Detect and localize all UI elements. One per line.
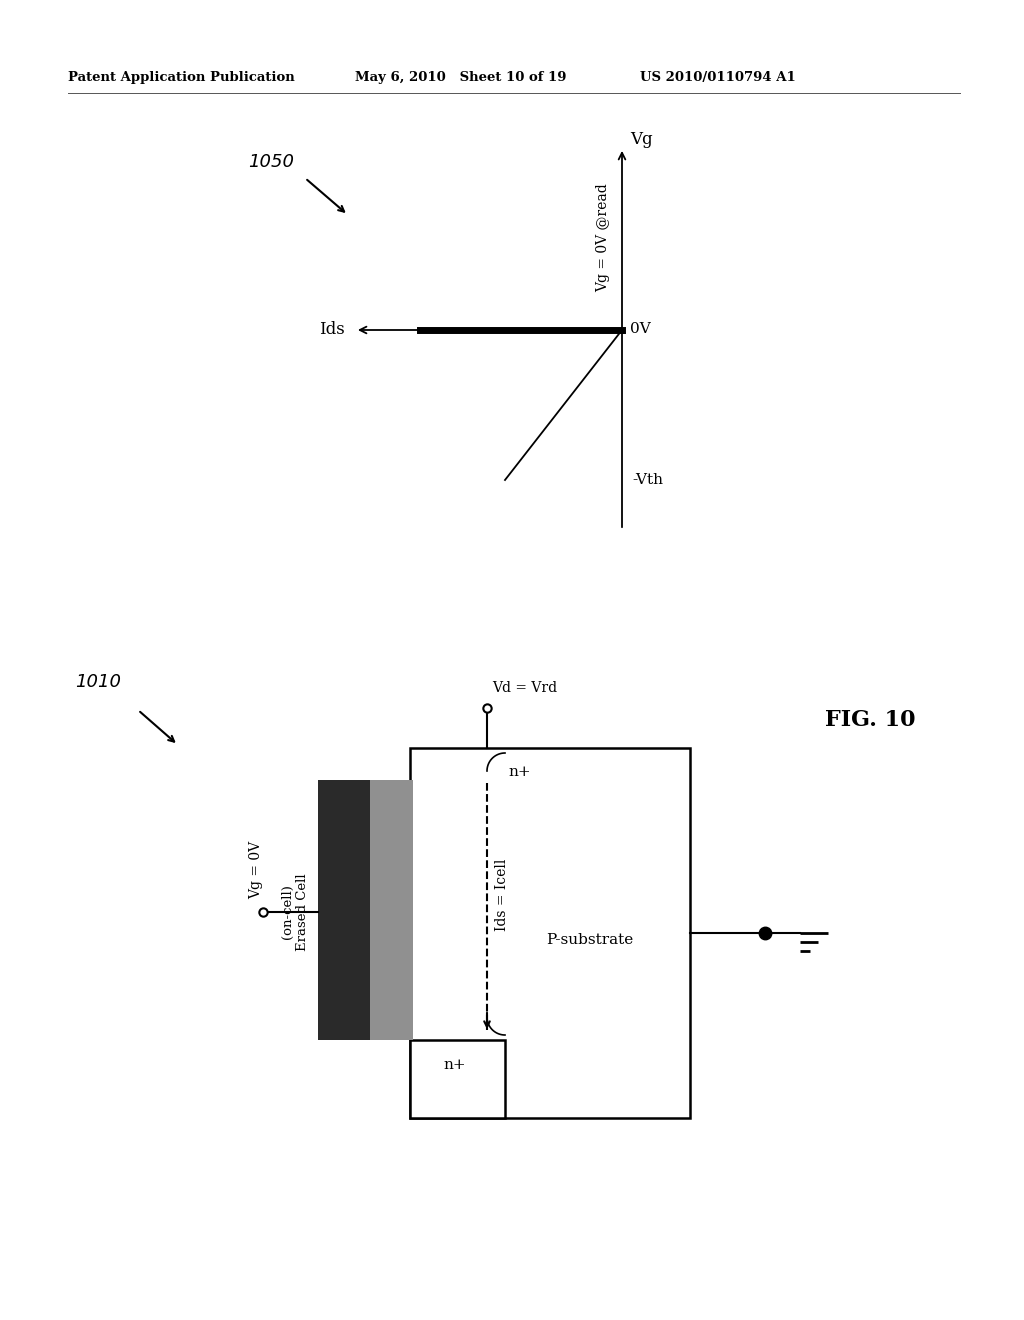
Text: Vg: Vg (630, 132, 652, 149)
Text: P-substrate: P-substrate (547, 933, 634, 946)
Text: Ids = Icell: Ids = Icell (495, 859, 509, 931)
Text: Vg = 0V @read: Vg = 0V @read (596, 183, 610, 292)
Text: Patent Application Publication: Patent Application Publication (68, 71, 295, 84)
Bar (410, 748, 690, 1118)
Text: Ids: Ids (319, 322, 345, 338)
Text: Erased Cell: Erased Cell (296, 874, 308, 950)
Text: n+: n+ (508, 766, 530, 779)
Bar (370, 780, 413, 1040)
Text: 0V: 0V (630, 322, 650, 337)
Text: n+: n+ (443, 1059, 466, 1072)
Text: 1050: 1050 (248, 153, 294, 172)
Text: Vd = Vrd: Vd = Vrd (492, 681, 557, 696)
Text: 1010: 1010 (75, 673, 121, 690)
Text: (on-cell): (on-cell) (281, 884, 294, 940)
Text: US 2010/0110794 A1: US 2010/0110794 A1 (640, 71, 796, 84)
Text: FIG. 10: FIG. 10 (824, 709, 915, 731)
Bar (410, 1040, 505, 1118)
Bar (318, 780, 370, 1040)
Text: -Vth: -Vth (632, 473, 663, 487)
Text: Vg = 0V: Vg = 0V (249, 841, 263, 899)
Text: May 6, 2010   Sheet 10 of 19: May 6, 2010 Sheet 10 of 19 (355, 71, 566, 84)
